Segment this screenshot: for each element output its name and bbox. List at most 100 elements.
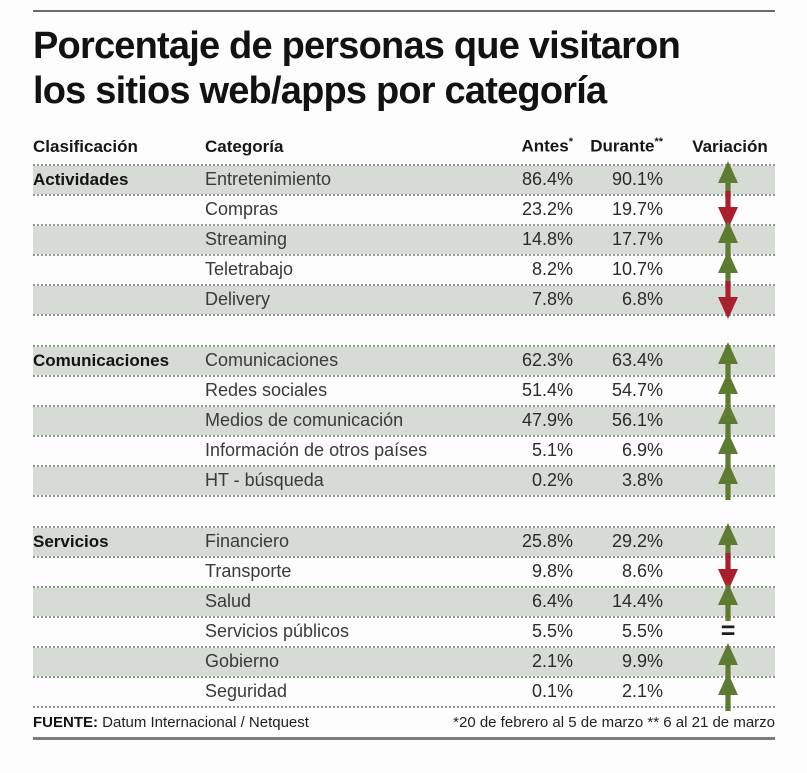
dotted-divider [33,494,775,497]
dotted-divider [33,434,775,437]
classification-label: Servicios [33,531,109,551]
table-row: Actividades Entretenimiento 86.4% 90.1% [33,160,775,199]
variation-indicator [663,160,775,199]
durante-value: 17.7% [611,229,663,250]
dotted-divider [33,675,775,678]
variation-indicator [663,552,775,591]
antes-value: 9.8% [531,561,573,582]
arrow-down-icon [718,280,738,319]
table-header: Clasificación Categoría Antes* Durante**… [33,136,775,164]
category-label: Streaming [205,229,288,250]
arrow-up-icon [718,522,738,561]
arrow-up-icon [718,371,738,410]
durante-value: 14.4% [611,591,663,612]
dotted-divider [33,404,775,407]
dotted-divider [33,555,775,558]
durante-value: 6.8% [621,289,663,310]
variation-indicator [663,522,775,561]
equals-icon: = [720,617,736,646]
dotted-divider [33,223,775,226]
source-label: FUENTE: [33,713,98,731]
dotted-divider [33,193,775,196]
table-row: Medios de comunicación 47.9% 56.1% [33,401,775,440]
section-servicios: Servicios Financiero 25.8% 29.2% Transporte 9… [33,522,775,711]
variation-indicator: = [663,619,775,644]
arrow-up-icon [718,582,738,621]
classification-label: Comunicaciones [33,350,170,370]
antes-value: 86.4% [521,169,573,190]
dotted-divider [33,525,775,528]
variation-indicator [663,582,775,621]
antes-value: 7.8% [531,289,573,310]
arrow-up-icon [718,250,738,289]
table-row: Información de otros países 5.1% 6.9% [33,431,775,470]
antes-value: 5.5% [531,621,573,642]
antes-value: 0.1% [531,681,573,702]
table-row: Seguridad 0.1% 2.1% [33,672,775,711]
durante-value: 54.7% [611,380,663,401]
antes-value: 0.2% [531,470,573,491]
column-header-durante: Durante** [590,136,663,156]
dotted-divider [33,585,775,588]
arrow-down-icon [718,552,738,591]
dotted-divider [33,163,775,166]
category-label: Compras [205,199,279,220]
durante-value: 8.6% [621,561,663,582]
column-header-categoria: Categoría [205,136,284,156]
table-row: Servicios públicos 5.5% 5.5% = [33,618,775,646]
category-label: Delivery [205,289,271,310]
table-row: HT - búsqueda 0.2% 3.8% [33,461,775,500]
table-row: Transporte 9.8% 8.6% [33,552,775,591]
category-label: Seguridad [205,681,288,702]
antes-value: 62.3% [521,350,573,371]
column-header-antes: Antes* [521,136,573,156]
durante-value: 6.9% [621,440,663,461]
antes-value: 23.2% [521,199,573,220]
category-label: HT - búsqueda [205,470,324,491]
durante-value: 2.1% [621,681,663,702]
durante-value: 90.1% [611,169,663,190]
category-label: Información de otros países [205,440,428,461]
durante-footnote-marker: ** [654,136,663,148]
durante-value: 56.1% [611,410,663,431]
durante-value: 19.7% [611,199,663,220]
arrow-up-icon [718,431,738,470]
variation-indicator [663,371,775,410]
variation-indicator [663,190,775,229]
durante-value: 9.9% [621,651,663,672]
source-text: Datum Internacional / Netquest [98,713,309,731]
title-line-2: los sitios web/apps por categoría [33,70,607,112]
dotted-divider [33,615,775,618]
table-row: Compras 23.2% 19.7% [33,190,775,229]
variation-indicator [663,341,775,380]
antes-value: 25.8% [521,531,573,552]
variation-indicator [663,431,775,470]
category-label: Entretenimiento [205,169,332,190]
antes-value: 14.8% [521,229,573,250]
arrow-up-icon [718,401,738,440]
page-title: Porcentaje de personas que visitaron los … [33,24,775,114]
variation-indicator [663,642,775,681]
antes-value: 8.2% [531,259,573,280]
category-label: Transporte [205,561,292,582]
table-row: Delivery 7.8% 6.8% [33,280,775,319]
footnotes: *20 de febrero al 5 de marzo ** 6 al 21 … [453,713,775,731]
top-rule [33,10,775,12]
category-label: Medios de comunicación [205,410,404,431]
column-header-clasificacion: Clasificación [33,136,138,156]
section-comunicaciones: Comunicaciones Comunicaciones 62.3% 63.4% Re… [33,341,775,500]
arrow-down-icon [718,190,738,229]
arrow-up-icon [718,461,738,500]
dotted-divider [33,313,775,316]
category-label: Redes sociales [205,380,328,401]
source-credit: FUENTE: Datum Internacional / Netquest [33,714,309,731]
durante-value: 29.2% [611,531,663,552]
arrow-up-icon [718,341,738,380]
table-row: Teletrabajo 8.2% 10.7% [33,250,775,289]
dotted-divider [33,705,775,708]
antes-value: 47.9% [521,410,573,431]
column-header-variacion: Variación [692,136,768,156]
table-row: Salud 6.4% 14.4% [33,582,775,621]
category-label: Salud [205,591,252,612]
